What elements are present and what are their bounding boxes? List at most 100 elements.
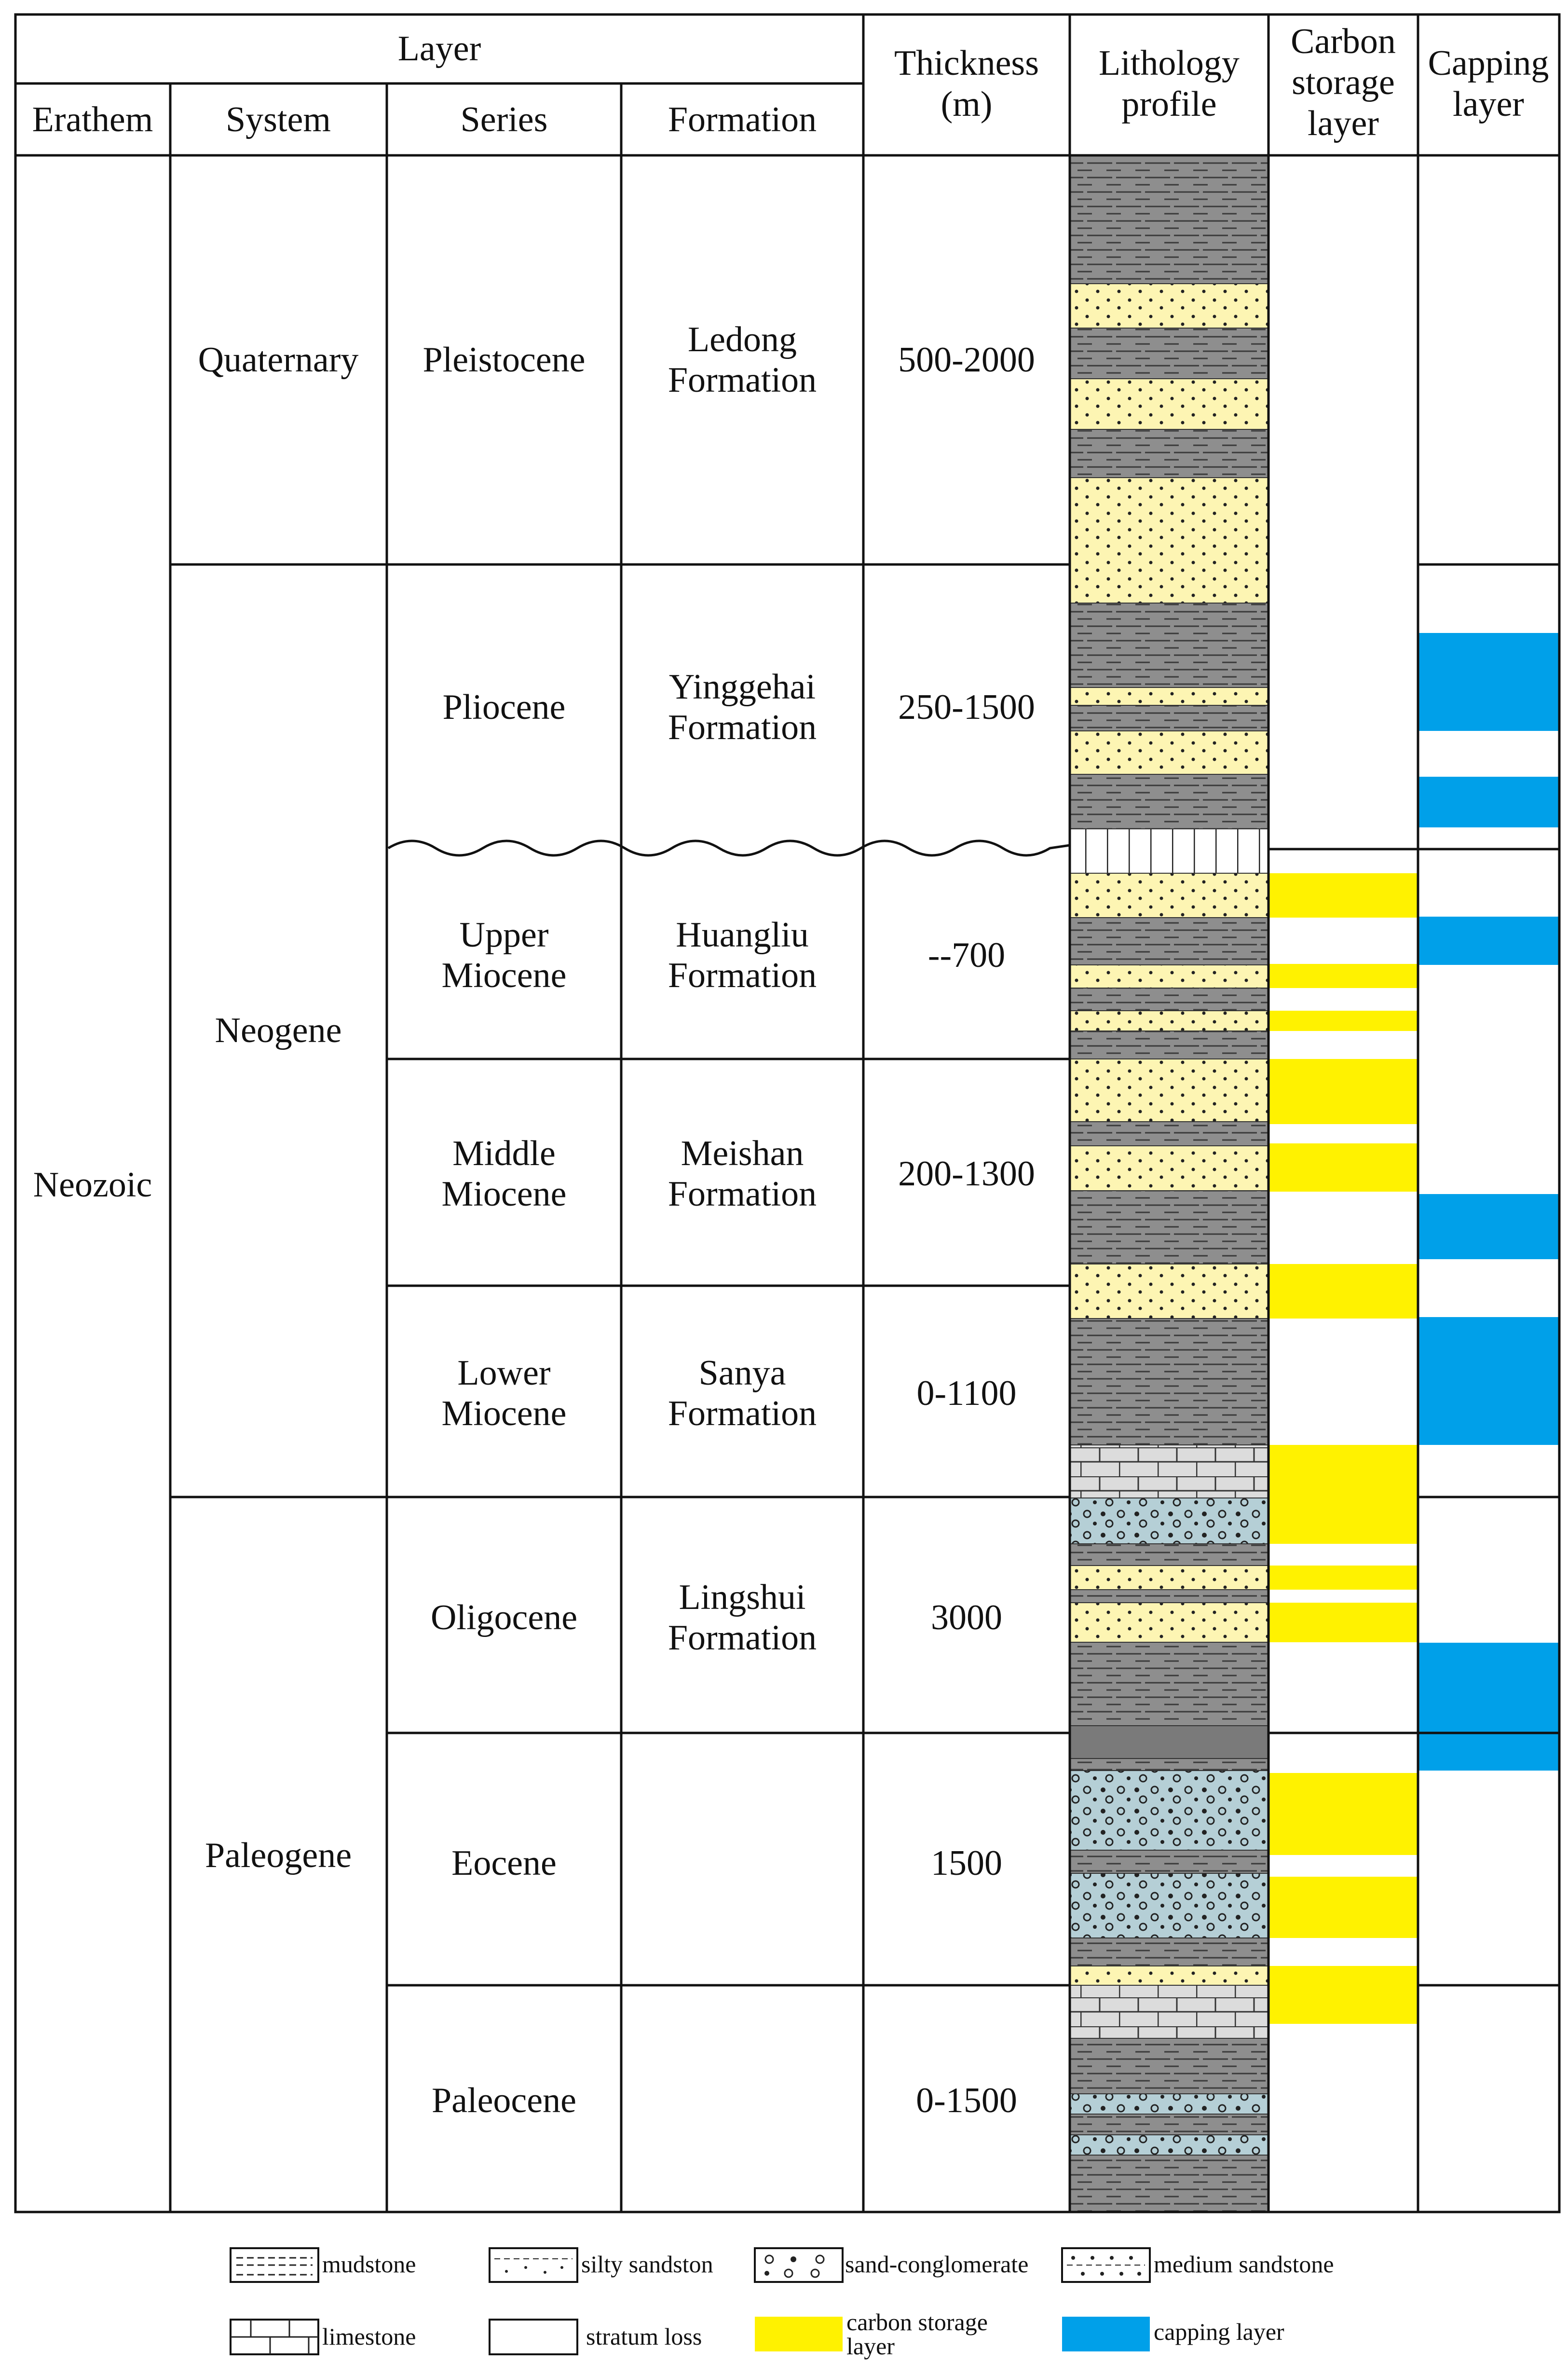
mudstone-bed [1069,774,1269,829]
conglomerate-bed [1069,2134,1269,2156]
legend-item-mudstone: mudstone [230,2247,416,2283]
limestone-bed [1069,1985,1269,2039]
formation-cell: Formation [668,360,817,400]
sandstone-bed [1069,1010,1269,1031]
legend-item-limestone: limestone [230,2319,416,2355]
header-erathem: Erathem [32,100,153,139]
series-cell: Miocene [442,1394,567,1433]
header-capping: layer [1453,84,1524,124]
sand-conglomerate-swatch [754,2247,844,2283]
legend-item-medium-sandstone: medium sandstone [1061,2247,1334,2283]
thickness-cell: 500-2000 [898,340,1035,380]
sandstone-bed [1069,1965,1269,1986]
header-thickness: Thickness [894,43,1039,83]
mudstone-bed [1069,1318,1269,1445]
thickness-cell: 3000 [931,1598,1002,1637]
header-series: Series [461,100,548,139]
capping-band [1418,1317,1559,1445]
legend-label: limestone [322,2323,416,2350]
sandstone-bed [1069,873,1269,918]
carbon-storage-band [1268,1143,1418,1192]
legend-item-stratum-loss: stratum loss [489,2319,702,2355]
formation-cell: Formation [668,708,817,747]
capping-band [1418,633,1559,731]
thickness-cell: 1500 [931,1843,1002,1883]
table-body: Neozoic Quaternary Neogene Paleogene Ple… [33,320,1035,2120]
series-cell: Miocene [442,956,567,995]
legend-label: carbon storage [846,2308,988,2336]
carbon-storage-band [1268,1445,1418,1544]
formation-cell: Meishan [681,1134,804,1173]
legend-label: stratum loss [586,2323,702,2350]
carbon-storage-band [1268,1773,1418,1855]
thickness-cell: 200-1300 [898,1154,1035,1194]
table-grid [14,13,1561,2213]
header-carbon: storage [1292,63,1395,102]
carbon-storage-band [1268,964,1418,988]
legend-label: layer [846,2333,895,2360]
mudstone-bed [1069,1758,1269,1771]
series-cell: Oligocene [431,1598,577,1637]
thickness-cell: --700 [928,935,1005,975]
series-cell: Miocene [442,1174,567,1214]
mudstone-bed [1069,1543,1269,1566]
series-cell: Lower [457,1353,550,1393]
capping-column [1418,633,1559,1771]
sandstone-bed [1069,1058,1269,1122]
silty-sandstone-swatch [489,2247,578,2283]
mudstone-bed [1069,2114,1269,2135]
carbon-storage-band [1268,1264,1418,1319]
legend-label: sand-conglomerate [845,2251,1028,2278]
thickness-cell: 0-1500 [916,2081,1017,2120]
sandstone-bed [1069,687,1269,706]
sandstone-bed [1069,477,1269,604]
sandstone-bed [1069,1602,1269,1643]
system-cell: Quaternary [198,340,359,380]
conglomerate-bed [1069,1770,1269,1851]
legend-item-capping-layer: capping layer [1062,2317,1284,2351]
mudstone-bed [1069,155,1269,284]
legend: mudstone silty sandston sand-conglomerat… [230,2247,1334,2360]
conglomerate-bed [1069,1498,1269,1544]
header-carbon: layer [1308,104,1379,143]
formation-cell: Formation [668,956,817,995]
mudstone-bed [1069,1190,1269,1264]
header-lithology: profile [1121,84,1216,124]
mudstone-bed [1069,2155,1269,2212]
mudstone-bed [1069,429,1269,478]
system-cell: Paleogene [205,1836,352,1875]
formation-cell: Formation [668,1618,817,1658]
capping-band [1418,777,1559,827]
carbon-storage-band [1268,1011,1418,1031]
mudstone-bed [1069,1937,1269,1966]
carbon-storage-band [1268,1059,1418,1124]
carbon-storage-band [1268,1966,1418,2024]
mudstone-bed [1069,603,1269,688]
legend-item-sand-conglomerate: sand-conglomerate [754,2247,1028,2283]
header-capping: Capping [1428,43,1549,83]
carbon-storage-band [1268,1877,1418,1938]
legend-label: medium sandstone [1154,2251,1334,2278]
thickness-cell: 0-1100 [917,1374,1017,1413]
sandstone-bed [1069,1565,1269,1590]
carbon-storage-band [1268,1603,1418,1642]
stratum-loss-bed [1069,828,1269,874]
sandstone-bed [1069,964,1269,989]
mudstone-bed [1069,917,1269,965]
lithology-column [1069,155,1269,2212]
sandstone-bed [1069,1145,1269,1191]
conglomerate-bed [1069,2093,1269,2115]
header-carbon: Carbon [1291,22,1396,61]
formation-cell: Formation [668,1394,817,1433]
mudstone-bed [1069,1725,1269,1759]
conglomerate-bed [1069,1873,1269,1938]
legend-label: mudstone [322,2251,416,2278]
system-cell: Neogene [215,1011,342,1050]
stratum-loss-swatch [489,2319,578,2355]
series-cell: Pliocene [443,687,566,727]
sandstone-bed [1069,378,1269,430]
mudstone-bed [1069,1850,1269,1874]
capping-layer-swatch [1062,2317,1150,2351]
legend-label: silty sandston [581,2251,713,2278]
